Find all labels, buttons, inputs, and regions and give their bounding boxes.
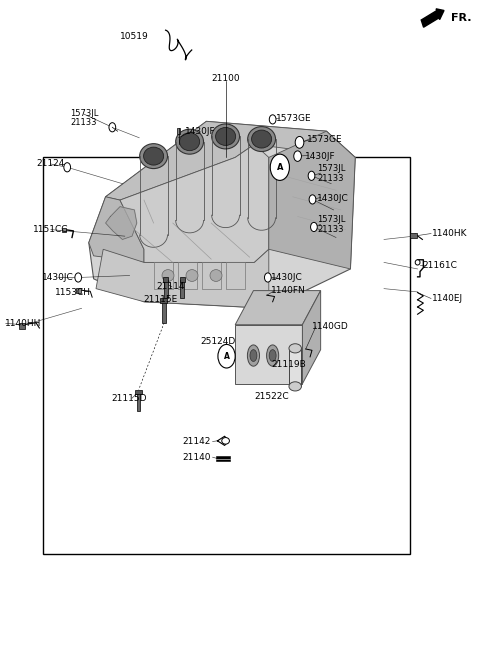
Text: 21100: 21100: [211, 74, 240, 83]
Ellipse shape: [176, 129, 204, 154]
Text: 21522C: 21522C: [254, 392, 289, 401]
Circle shape: [294, 151, 301, 161]
Bar: [164, 280, 168, 298]
Text: 1140EJ: 1140EJ: [432, 294, 463, 303]
Text: 1430JC: 1430JC: [42, 273, 73, 282]
Ellipse shape: [266, 345, 279, 366]
Ellipse shape: [415, 260, 420, 265]
Text: 21115D: 21115D: [112, 394, 147, 403]
Text: 21142: 21142: [183, 437, 211, 446]
Ellipse shape: [269, 350, 276, 361]
Ellipse shape: [248, 127, 276, 152]
Circle shape: [269, 115, 276, 124]
Polygon shape: [96, 249, 269, 308]
Circle shape: [264, 273, 271, 282]
Text: 10519: 10519: [120, 31, 149, 41]
Polygon shape: [89, 121, 355, 308]
Bar: [162, 302, 166, 323]
Text: 1430JC: 1430JC: [317, 194, 348, 203]
Bar: [180, 277, 185, 282]
Ellipse shape: [250, 350, 257, 361]
Text: 1140FN: 1140FN: [271, 286, 306, 295]
Ellipse shape: [144, 147, 164, 165]
Bar: [163, 277, 168, 282]
Bar: [135, 390, 142, 394]
Text: 25124D: 25124D: [201, 337, 236, 346]
Text: 1140HH: 1140HH: [5, 319, 41, 328]
Ellipse shape: [289, 382, 301, 391]
Circle shape: [311, 222, 317, 232]
Text: 1430JC: 1430JC: [271, 273, 303, 282]
Text: FR.: FR.: [451, 13, 472, 24]
Text: 1573JL
21133: 1573JL 21133: [70, 109, 98, 127]
Circle shape: [64, 163, 71, 172]
Ellipse shape: [180, 133, 200, 151]
Text: 1430JF: 1430JF: [305, 152, 336, 161]
Text: 21119B: 21119B: [271, 359, 306, 369]
Circle shape: [270, 154, 289, 180]
Bar: [177, 128, 180, 134]
Polygon shape: [235, 291, 321, 325]
FancyArrow shape: [421, 9, 444, 27]
Bar: [137, 392, 140, 411]
Circle shape: [218, 344, 235, 368]
Bar: [216, 456, 230, 461]
Bar: [76, 288, 81, 293]
Text: 1140HK: 1140HK: [432, 229, 468, 238]
Text: A: A: [224, 352, 229, 361]
Text: 21161C: 21161C: [422, 260, 457, 270]
Text: 21140: 21140: [183, 453, 211, 462]
Text: 21114: 21114: [156, 282, 185, 291]
Text: 1430JF: 1430JF: [185, 127, 216, 136]
Bar: [180, 280, 184, 298]
Bar: [43, 157, 410, 554]
Circle shape: [308, 171, 315, 180]
Text: 1573JL
21133: 1573JL 21133: [317, 165, 345, 183]
Ellipse shape: [252, 130, 272, 148]
Polygon shape: [106, 207, 137, 239]
Ellipse shape: [210, 270, 222, 281]
Circle shape: [295, 136, 304, 148]
Text: 1151CC: 1151CC: [33, 225, 68, 234]
Circle shape: [75, 273, 82, 282]
Polygon shape: [89, 197, 144, 262]
Bar: [19, 323, 25, 329]
Bar: [410, 233, 417, 238]
Bar: [289, 348, 301, 386]
Bar: [160, 298, 167, 303]
Text: 1140GD: 1140GD: [312, 322, 349, 331]
Text: A: A: [276, 163, 283, 172]
Text: 21115E: 21115E: [144, 295, 178, 304]
Text: 21124: 21124: [36, 159, 65, 169]
Ellipse shape: [222, 438, 229, 444]
Text: 1573GE: 1573GE: [307, 135, 343, 144]
Circle shape: [109, 123, 116, 132]
Ellipse shape: [216, 127, 236, 146]
Text: 1573JL
21133: 1573JL 21133: [317, 215, 345, 234]
Polygon shape: [269, 131, 355, 269]
Ellipse shape: [212, 124, 240, 149]
Bar: [62, 228, 66, 232]
Text: 1573GE: 1573GE: [276, 113, 312, 123]
Polygon shape: [106, 121, 355, 200]
Circle shape: [309, 195, 316, 204]
Polygon shape: [302, 291, 321, 384]
Ellipse shape: [186, 270, 198, 281]
Polygon shape: [235, 325, 302, 384]
Polygon shape: [120, 144, 269, 262]
Ellipse shape: [289, 344, 301, 353]
Text: 1153CH: 1153CH: [55, 288, 91, 297]
Ellipse shape: [140, 144, 168, 169]
Ellipse shape: [247, 345, 260, 366]
Ellipse shape: [162, 270, 174, 281]
